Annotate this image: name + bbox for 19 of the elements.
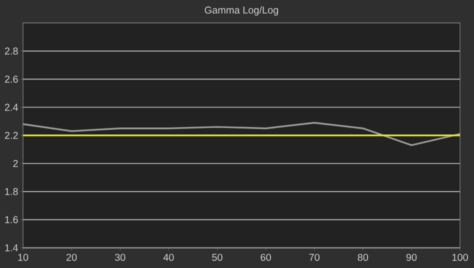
y-tick-label: 2.4 <box>4 104 18 111</box>
y-tick-label: 2 <box>13 160 18 167</box>
y-tick-label: 1.4 <box>5 244 18 252</box>
x-tick-label: 60 <box>260 254 271 261</box>
x-tick-label: 100 <box>452 254 468 261</box>
chart-title: Gamma Log/Log <box>204 6 278 16</box>
x-tick-label: 50 <box>212 254 222 261</box>
x-tick-label: 30 <box>114 254 126 261</box>
y-tick-label: 2.8 <box>4 47 18 54</box>
y-tick-label: 2.2 <box>4 132 18 139</box>
x-tick-label: 20 <box>66 254 77 261</box>
x-tick-label: 10 <box>18 254 28 261</box>
x-tick-label: 80 <box>358 254 368 261</box>
x-tick-label: 90 <box>406 254 417 261</box>
x-tick-label: 70 <box>309 254 320 261</box>
y-tick-label: 1.8 <box>5 188 18 195</box>
x-tick-label: 40 <box>163 254 174 261</box>
y-tick-label: 2.6 <box>4 75 18 82</box>
y-tick-label: 1.6 <box>5 216 18 224</box>
